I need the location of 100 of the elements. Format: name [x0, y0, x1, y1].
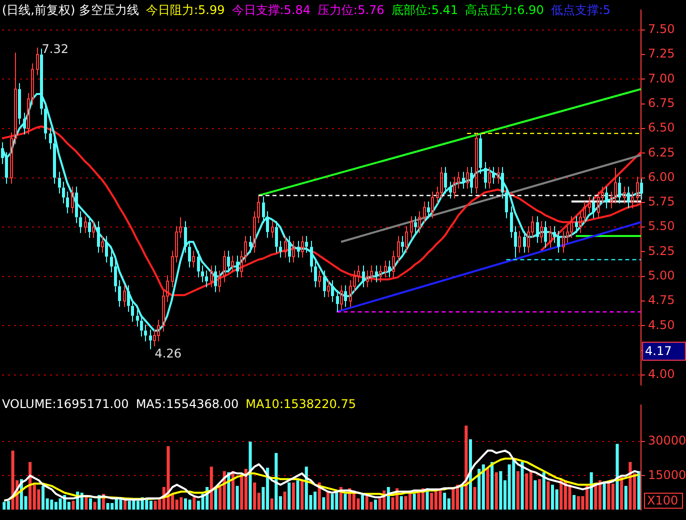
y-tick-label: 5.50 — [648, 219, 675, 234]
candlestick — [336, 290, 339, 312]
candlestick — [505, 186, 508, 219]
annotation: 4.26 — [154, 346, 182, 360]
candlestick — [66, 191, 69, 214]
candlestick — [327, 280, 330, 298]
y-tick-label: 4.50 — [648, 318, 675, 332]
bar — [438, 490, 442, 510]
candlestick — [49, 127, 52, 150]
bar — [89, 498, 92, 510]
candlestick — [101, 235, 104, 254]
candlestick — [88, 216, 91, 238]
y-axis-title: X100 — [647, 493, 678, 508]
candlestick — [214, 265, 217, 293]
bar — [602, 481, 606, 510]
bar — [508, 464, 511, 510]
candlestick — [36, 47, 39, 76]
bar — [572, 495, 576, 510]
candlestick — [410, 216, 413, 238]
candlestick — [497, 166, 500, 184]
chart-title: (日线,前复权) 多空压力线 — [2, 3, 139, 17]
bar — [166, 446, 170, 510]
y-tick-label: 6.00 — [648, 170, 675, 184]
bar — [37, 489, 40, 510]
candlestick — [205, 270, 208, 288]
bar — [72, 500, 75, 510]
bar — [512, 460, 516, 510]
bar — [400, 496, 403, 510]
y-tick-label: 4.00 — [648, 367, 675, 382]
bar — [616, 444, 619, 510]
candlestick — [231, 255, 234, 273]
bar — [374, 500, 377, 510]
candlestick — [275, 220, 278, 254]
bar — [300, 480, 304, 510]
candlestick — [566, 226, 569, 244]
candlestick — [118, 280, 121, 308]
candlestick — [331, 280, 334, 302]
candlestick — [418, 210, 421, 234]
candlestick — [488, 166, 491, 190]
candlestick — [92, 220, 95, 238]
bar — [538, 479, 542, 510]
bar — [292, 482, 295, 510]
y-tick-label: 4.75 — [648, 293, 675, 308]
bar — [434, 492, 438, 510]
annotation: 低点支撑:5 — [550, 3, 611, 17]
candlestick — [97, 220, 100, 254]
y-tick-label: 7.50 — [648, 22, 675, 36]
bar — [555, 489, 558, 510]
text: MA5:1554368.00 — [136, 397, 239, 411]
bar — [464, 426, 468, 510]
y-tick-label: 5.25 — [648, 244, 675, 258]
candlestick — [583, 200, 586, 224]
candlestick — [401, 235, 404, 254]
candlestick — [262, 196, 265, 224]
bar — [2, 502, 6, 510]
candlestick — [210, 265, 213, 288]
candlestick — [466, 166, 469, 190]
bar — [534, 480, 537, 510]
candlestick — [366, 270, 369, 288]
bar — [611, 484, 614, 510]
candlestick — [153, 329, 156, 347]
bar — [430, 492, 434, 510]
candlestick — [314, 260, 317, 288]
bar — [520, 462, 524, 510]
candlestick — [479, 134, 482, 174]
bar — [93, 502, 96, 510]
bar — [335, 492, 338, 510]
candlestick — [518, 230, 521, 254]
text: 4.17 — [645, 344, 672, 358]
candlestick — [318, 270, 321, 288]
bar — [330, 494, 334, 510]
candlestick — [544, 220, 547, 248]
candlestick — [470, 166, 473, 194]
candlestick — [627, 186, 630, 209]
bar — [460, 484, 464, 510]
y-tick-label: 5.00 — [648, 268, 675, 282]
candlestick — [623, 186, 626, 204]
candlestick — [323, 270, 326, 298]
candlestick — [457, 171, 460, 190]
candlestick — [575, 216, 578, 234]
bar — [546, 481, 550, 510]
candlestick — [301, 235, 304, 258]
candlestick — [184, 220, 187, 254]
y-tick-label: 30000 — [648, 434, 686, 448]
candlestick — [618, 176, 621, 204]
y-tick-label: 6.50 — [648, 120, 675, 135]
candlestick — [540, 220, 543, 244]
candlestick — [131, 300, 134, 322]
bar — [628, 462, 632, 510]
bar — [248, 442, 252, 510]
candlestick — [579, 210, 582, 234]
candlestick — [284, 235, 287, 258]
candlestick — [449, 181, 452, 199]
y-tick-label: 6.25 — [648, 145, 675, 160]
bar — [288, 482, 291, 510]
candlestick — [62, 181, 65, 204]
candlestick — [523, 230, 526, 254]
bar — [494, 472, 498, 510]
bar — [270, 498, 274, 510]
bar — [210, 466, 213, 510]
